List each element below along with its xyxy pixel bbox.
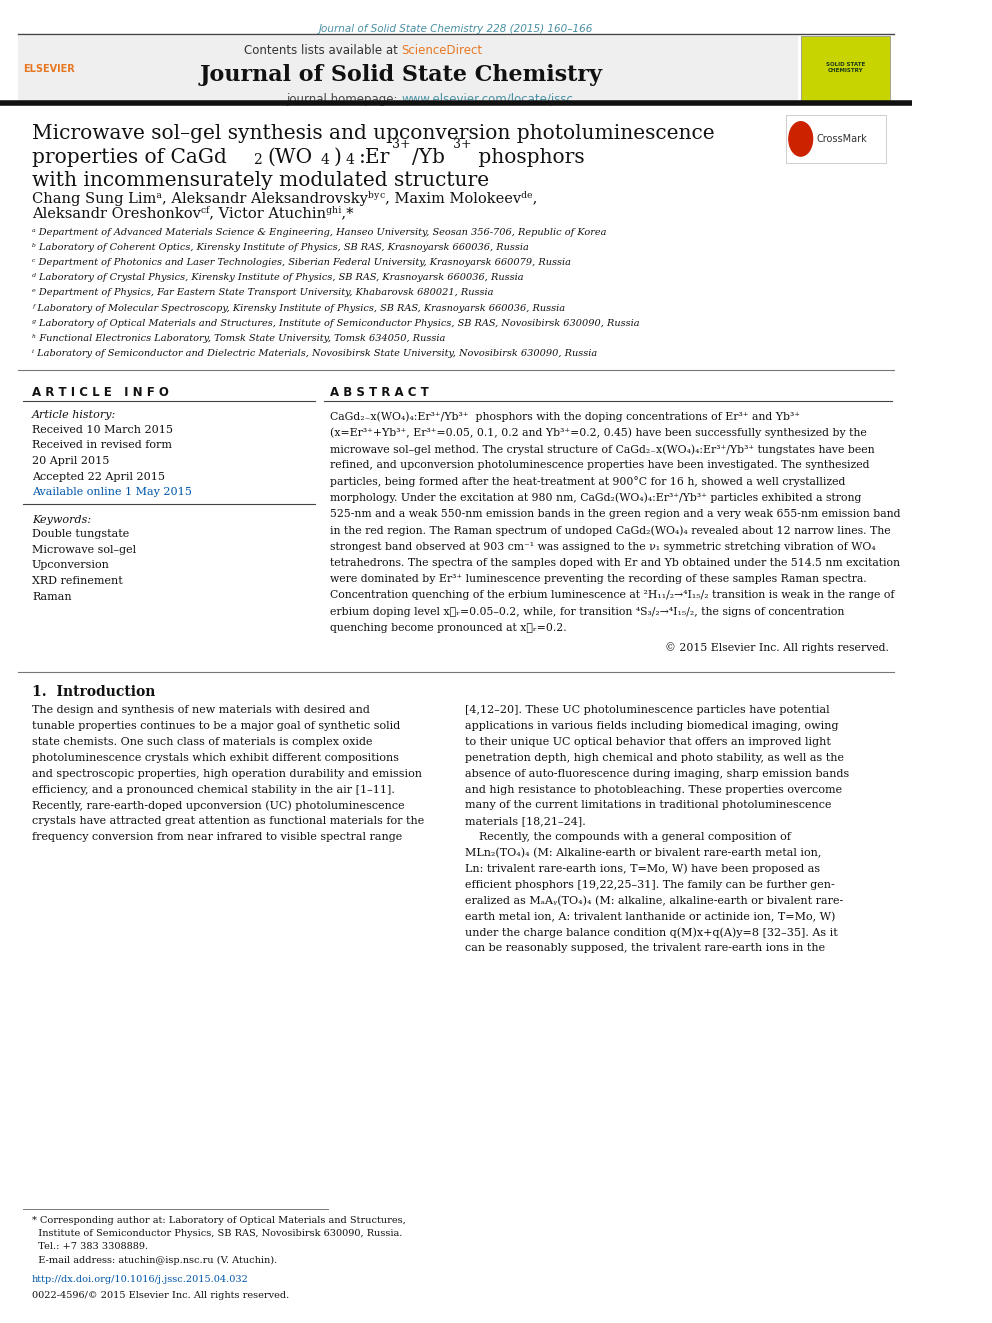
Text: ᵇ Laboratory of Coherent Optics, Kirensky Institute of Physics, SB RAS, Krasnoya: ᵇ Laboratory of Coherent Optics, Kirensk… — [32, 243, 529, 251]
Bar — [18, 36, 798, 102]
Text: ᵉ Department of Physics, Far Eastern State Transport University, Khabarovsk 6800: ᵉ Department of Physics, Far Eastern Sta… — [32, 288, 493, 298]
Text: to their unique UC optical behavior that offers an improved light: to their unique UC optical behavior that… — [465, 737, 831, 747]
Text: Raman: Raman — [32, 591, 71, 602]
Text: efficiency, and a pronounced chemical stability in the air [1–11].: efficiency, and a pronounced chemical st… — [32, 785, 395, 795]
Text: photoluminescence crystals which exhibit different compositions: photoluminescence crystals which exhibit… — [32, 753, 399, 763]
Text: particles, being formed after the heat-treatment at 900°C for 16 h, showed a wel: particles, being formed after the heat-t… — [330, 476, 845, 487]
Text: :Er: :Er — [358, 148, 390, 167]
Text: Recently, the compounds with a general composition of: Recently, the compounds with a general c… — [465, 832, 791, 843]
Text: ᵍ Laboratory of Optical Materials and Structures, Institute of Semiconductor Phy: ᵍ Laboratory of Optical Materials and St… — [32, 319, 640, 328]
Text: © 2015 Elsevier Inc. All rights reserved.: © 2015 Elsevier Inc. All rights reserved… — [666, 642, 889, 652]
Text: morphology. Under the excitation at 980 nm, CaGd₂(WO₄)₄:Er³⁺/Yb³⁺ particles exhi: morphology. Under the excitation at 980 … — [330, 492, 861, 503]
Text: www.elsevier.com/locate/jssc: www.elsevier.com/locate/jssc — [402, 93, 573, 106]
Text: crystals have attracted great attention as functional materials for the: crystals have attracted great attention … — [32, 816, 425, 827]
Text: refined, and upconversion photoluminescence properties have been investigated. T: refined, and upconversion photoluminesce… — [330, 460, 870, 470]
Text: Microwave sol–gel synthesis and upconversion photoluminescence: Microwave sol–gel synthesis and upconver… — [32, 124, 714, 143]
Text: state chemists. One such class of materials is complex oxide: state chemists. One such class of materi… — [32, 737, 372, 747]
Text: * Corresponding author at: Laboratory of Optical Materials and Structures,: * Corresponding author at: Laboratory of… — [32, 1216, 406, 1225]
Text: Journal of Solid State Chemistry 228 (2015) 160–166: Journal of Solid State Chemistry 228 (20… — [318, 24, 593, 34]
Text: in the red region. The Raman spectrum of undoped CaGd₂(WO₄)₄ revealed about 12 n: in the red region. The Raman spectrum of… — [330, 525, 891, 536]
Text: journal homepage:: journal homepage: — [286, 93, 402, 106]
Text: frequency conversion from near infrared to visible spectral range: frequency conversion from near infrared … — [32, 832, 402, 843]
Text: ᶠ Laboratory of Molecular Spectroscopy, Kirensky Institute of Physics, SB RAS, K: ᶠ Laboratory of Molecular Spectroscopy, … — [32, 303, 565, 312]
Text: ᵃ Department of Advanced Materials Science & Engineering, Hanseo University, Seo: ᵃ Department of Advanced Materials Scien… — [32, 228, 606, 237]
Text: erbium doping level xᵲᵣ=0.05–0.2, while, for transition ⁴S₃/₂→⁴I₁₅/₂, the signs : erbium doping level xᵲᵣ=0.05–0.2, while,… — [330, 607, 844, 617]
Text: materials [18,21–24].: materials [18,21–24]. — [465, 816, 586, 827]
Text: eralized as MₐAᵧ(TO₄)₄ (M: alkaline, alkaline-earth or bivalent rare-: eralized as MₐAᵧ(TO₄)₄ (M: alkaline, alk… — [465, 896, 843, 906]
Text: (x=Er³⁺+Yb³⁺, Er³⁺=0.05, 0.1, 0.2 and Yb³⁺=0.2, 0.45) have been successfully syn: (x=Er³⁺+Yb³⁺, Er³⁺=0.05, 0.1, 0.2 and Yb… — [330, 427, 867, 438]
Text: [4,12–20]. These UC photoluminescence particles have potential: [4,12–20]. These UC photoluminescence pa… — [465, 705, 829, 716]
Text: Keywords:: Keywords: — [32, 515, 91, 525]
Text: phosphors: phosphors — [472, 148, 585, 167]
Text: can be reasonably supposed, the trivalent rare-earth ions in the: can be reasonably supposed, the trivalen… — [465, 943, 825, 954]
Circle shape — [789, 122, 812, 156]
Text: applications in various fields including biomedical imaging, owing: applications in various fields including… — [465, 721, 838, 732]
Text: penetration depth, high chemical and photo stability, as well as the: penetration depth, high chemical and pho… — [465, 753, 844, 763]
Text: under the charge balance condition q(M)x+q(A)y=8 [32–35]. As it: under the charge balance condition q(M)x… — [465, 927, 838, 938]
Text: tunable properties continues to be a major goal of synthetic solid: tunable properties continues to be a maj… — [32, 721, 400, 732]
Text: XRD refinement: XRD refinement — [32, 576, 123, 586]
Text: A R T I C L E   I N F O: A R T I C L E I N F O — [32, 386, 169, 400]
Text: Journal of Solid State Chemistry: Journal of Solid State Chemistry — [199, 64, 603, 86]
Text: were dominated by Er³⁺ luminescence preventing the recording of these samples Ra: were dominated by Er³⁺ luminescence prev… — [330, 574, 867, 585]
Text: many of the current limitations in traditional photoluminescence: many of the current limitations in tradi… — [465, 800, 831, 811]
Text: 4: 4 — [321, 153, 330, 168]
Text: (WO: (WO — [267, 148, 312, 167]
Bar — [786, 115, 887, 163]
Text: and spectroscopic properties, high operation durability and emission: and spectroscopic properties, high opera… — [32, 769, 422, 779]
Text: ELSEVIER: ELSEVIER — [23, 64, 74, 74]
Text: Contents lists available at: Contents lists available at — [244, 44, 402, 57]
Text: Chang Sung Limᵃ, Aleksandr Aleksandrovskyᵇʸᶜ, Maxim Molokeevᵈᵉ,: Chang Sung Limᵃ, Aleksandr Aleksandrovsk… — [32, 191, 538, 205]
Text: /Yb: /Yb — [413, 148, 445, 167]
Text: SOLID STATE
CHEMISTRY: SOLID STATE CHEMISTRY — [825, 62, 865, 73]
Text: Accepted 22 April 2015: Accepted 22 April 2015 — [32, 471, 165, 482]
Text: Aleksandr Oreshonkovᶜᶠ, Victor Atuchinᵍʰⁱ,*: Aleksandr Oreshonkovᶜᶠ, Victor Atuchinᵍʰ… — [32, 206, 353, 221]
Text: and high resistance to photobleaching. These properties overcome: and high resistance to photobleaching. T… — [465, 785, 842, 795]
Text: 525-nm and a weak 550-nm emission bands in the green region and a very weak 655-: 525-nm and a weak 550-nm emission bands … — [330, 509, 901, 519]
Text: http://dx.doi.org/10.1016/j.jssc.2015.04.032: http://dx.doi.org/10.1016/j.jssc.2015.04… — [32, 1275, 249, 1285]
Text: MLn₂(TO₄)₄ (M: Alkaline-earth or bivalent rare-earth metal ion,: MLn₂(TO₄)₄ (M: Alkaline-earth or bivalen… — [465, 848, 821, 859]
Text: Microwave sol–gel: Microwave sol–gel — [32, 545, 136, 554]
Text: 3+: 3+ — [453, 138, 472, 151]
Text: properties of CaGd: properties of CaGd — [32, 148, 227, 167]
Bar — [801, 36, 890, 102]
Text: Upconversion: Upconversion — [32, 561, 110, 570]
Text: CrossMark: CrossMark — [816, 134, 867, 144]
Text: efficient phosphors [19,22,25–31]. The family can be further gen-: efficient phosphors [19,22,25–31]. The f… — [465, 880, 835, 890]
Text: The design and synthesis of new materials with desired and: The design and synthesis of new material… — [32, 705, 370, 716]
Text: ⁱ Laboratory of Semiconductor and Dielectric Materials, Novosibirsk State Univer: ⁱ Laboratory of Semiconductor and Dielec… — [32, 349, 597, 359]
Text: Double tungstate: Double tungstate — [32, 529, 129, 540]
Text: 0022-4596/© 2015 Elsevier Inc. All rights reserved.: 0022-4596/© 2015 Elsevier Inc. All right… — [32, 1291, 290, 1301]
Text: ): ) — [333, 148, 341, 167]
Text: ʰ Functional Electronics Laboratory, Tomsk State University, Tomsk 634050, Russi: ʰ Functional Electronics Laboratory, Tom… — [32, 333, 445, 343]
Text: earth metal ion, A: trivalent lanthanide or actinide ion, T=Mo, W): earth metal ion, A: trivalent lanthanide… — [465, 912, 835, 922]
Text: with incommensurately modulated structure: with incommensurately modulated structur… — [32, 171, 489, 189]
Text: 2: 2 — [254, 153, 262, 168]
Text: Institute of Semiconductor Physics, SB RAS, Novosibirsk 630090, Russia.: Institute of Semiconductor Physics, SB R… — [32, 1229, 403, 1238]
Text: 1.  Introduction: 1. Introduction — [32, 685, 156, 700]
Text: E-mail address: atuchin@isp.nsc.ru (V. Atuchin).: E-mail address: atuchin@isp.nsc.ru (V. A… — [32, 1256, 277, 1265]
Text: strongest band observed at 903 cm⁻¹ was assigned to the ν₁ symmetric stretching : strongest band observed at 903 cm⁻¹ was … — [330, 541, 876, 552]
Text: Received 10 March 2015: Received 10 March 2015 — [32, 425, 173, 435]
Text: Concentration quenching of the erbium luminescence at ²H₁₁/₂→⁴I₁₅/₂ transition i: Concentration quenching of the erbium lu… — [330, 590, 895, 601]
Text: quenching become pronounced at xᵲᵣ=0.2.: quenching become pronounced at xᵲᵣ=0.2. — [330, 623, 566, 632]
Text: A B S T R A C T: A B S T R A C T — [330, 386, 429, 400]
Text: ScienceDirect: ScienceDirect — [402, 44, 482, 57]
Text: Tel.: +7 383 3308889.: Tel.: +7 383 3308889. — [32, 1242, 148, 1252]
Text: Recently, rare-earth-doped upconversion (UC) photoluminescence: Recently, rare-earth-doped upconversion … — [32, 800, 405, 811]
Text: absence of auto-fluorescence during imaging, sharp emission bands: absence of auto-fluorescence during imag… — [465, 769, 849, 779]
Text: 3+: 3+ — [392, 138, 411, 151]
Text: 4: 4 — [345, 153, 354, 168]
Text: Received in revised form: Received in revised form — [32, 441, 172, 450]
Text: 20 April 2015: 20 April 2015 — [32, 456, 109, 466]
Text: Available online 1 May 2015: Available online 1 May 2015 — [32, 487, 191, 497]
Text: microwave sol–gel method. The crystal structure of CaGd₂₋x(WO₄)₄:Er³⁺/Yb³⁺ tungs: microwave sol–gel method. The crystal st… — [330, 445, 875, 455]
Text: ᶜ Department of Photonics and Laser Technologies, Siberian Federal University, K: ᶜ Department of Photonics and Laser Tech… — [32, 258, 571, 267]
Text: Ln: trivalent rare-earth ions, T=Mo, W) have been proposed as: Ln: trivalent rare-earth ions, T=Mo, W) … — [465, 864, 820, 875]
Text: Article history:: Article history: — [32, 410, 116, 421]
Text: CaGd₂₋x(WO₄)₄:Er³⁺/Yb³⁺  phosphors with the doping concentrations of Er³⁺ and Yb: CaGd₂₋x(WO₄)₄:Er³⁺/Yb³⁺ phosphors with t… — [330, 411, 801, 422]
Text: ᵈ Laboratory of Crystal Physics, Kirensky Institute of Physics, SB RAS, Krasnoya: ᵈ Laboratory of Crystal Physics, Kirensk… — [32, 273, 524, 282]
Text: tetrahedrons. The spectra of the samples doped with Er and Yb obtained under the: tetrahedrons. The spectra of the samples… — [330, 558, 900, 568]
